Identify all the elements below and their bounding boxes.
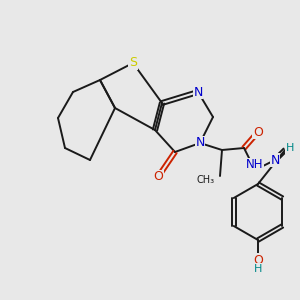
Text: H: H (254, 264, 262, 274)
Text: NH: NH (246, 158, 264, 172)
Text: S: S (129, 56, 137, 70)
Text: O: O (153, 170, 163, 184)
Text: H: H (286, 143, 294, 153)
Text: N: N (193, 85, 203, 98)
Text: CH₃: CH₃ (197, 175, 215, 185)
Text: N: N (270, 154, 280, 166)
Text: N: N (195, 136, 205, 149)
Text: O: O (253, 125, 263, 139)
Text: O: O (253, 254, 263, 266)
